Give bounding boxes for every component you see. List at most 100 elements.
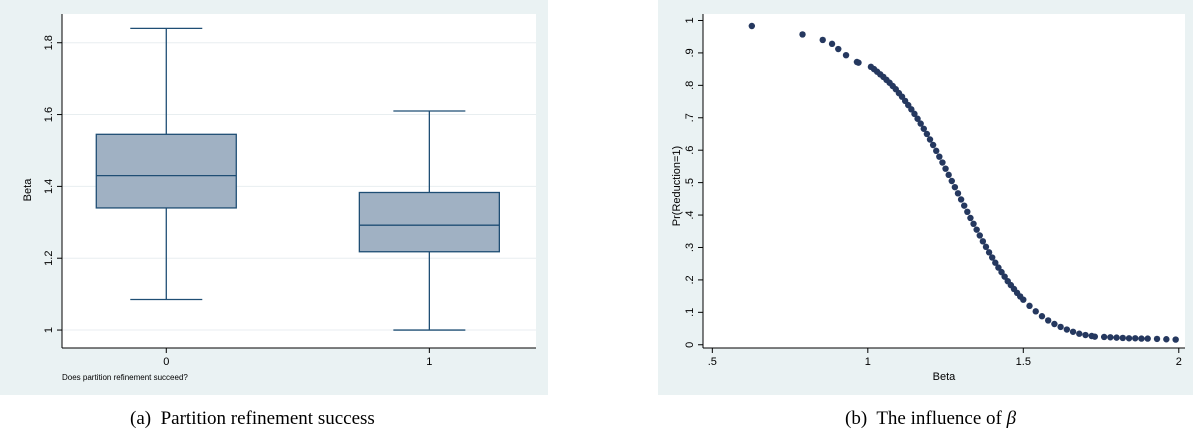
- chart-b-point: [855, 59, 862, 66]
- caption-b-text: The influence of: [876, 408, 1002, 429]
- chart-b-point: [1020, 296, 1027, 303]
- chart-a-y-tick-label: 1.8: [43, 35, 55, 50]
- chart-b-point: [1172, 336, 1179, 343]
- caption-a-text: Partition refinement success: [160, 408, 375, 429]
- chart-b-point: [914, 115, 921, 122]
- chart-b-point: [835, 45, 842, 53]
- chart-a-y-tick-label: 1.2: [43, 251, 55, 266]
- chart-a-y-axis-label: Beta: [22, 178, 34, 202]
- chart-b-y-tick-label: 1: [684, 17, 696, 23]
- chart-b-point: [973, 226, 980, 233]
- chart-b-point: [957, 196, 965, 203]
- chart-b-y-tick-label: .8: [684, 81, 696, 90]
- chart-b-point: [917, 120, 924, 127]
- chart-a-boxes: [95, 27, 501, 331]
- chart-b-point: [1091, 333, 1099, 340]
- caption-a-label: (a): [130, 408, 152, 429]
- chart-b-point: [1107, 334, 1114, 341]
- chart-b-point: [828, 40, 836, 48]
- chart-b-point: [920, 125, 927, 132]
- chart-b-y-tick-label: .7: [684, 113, 696, 122]
- chart-b-x-tick-label: .5: [708, 356, 717, 368]
- chart-b-point: [748, 22, 756, 30]
- chart-a-x-tick-label: 0: [163, 356, 169, 368]
- chart-b-point: [819, 36, 826, 44]
- caption-b-label: (b): [845, 408, 868, 429]
- chart-b-x-tick-labels: .5 1 1.5 2: [708, 356, 1182, 368]
- chart-b-y-tick-label: .1: [684, 308, 696, 317]
- chart-b-points: [748, 22, 1179, 343]
- chart-b-point: [1069, 328, 1077, 335]
- chart-b-point: [961, 202, 968, 209]
- chart-b-point: [1153, 335, 1161, 343]
- chart-b-point: [967, 214, 974, 222]
- chart-b-point: [1063, 326, 1071, 333]
- chart-b-point: [1100, 333, 1108, 341]
- chart-b-x-tick-label: 1: [865, 356, 871, 368]
- chart-b-y-tick-label: 0: [684, 342, 696, 348]
- chart-b-point: [992, 259, 999, 266]
- chart-b-point: [985, 249, 993, 256]
- chart-b-point: [945, 171, 952, 179]
- chart-b-x-tick-label: 2: [1176, 356, 1182, 368]
- chart-a-x-tick-label: 1: [426, 356, 432, 368]
- chart-b-point: [1163, 336, 1170, 343]
- chart-b-y-tick-label: .4: [684, 210, 696, 219]
- chart-b-point: [1125, 335, 1133, 342]
- chart-b-point: [976, 232, 983, 239]
- chart-b-point: [1038, 313, 1046, 320]
- chart-b-point: [995, 264, 1002, 271]
- chart-b-point: [1026, 302, 1033, 310]
- caption-b: (b) The influence of β: [845, 408, 1016, 430]
- chart-b-y-tick-label: .3: [684, 243, 696, 252]
- chart-b-point: [929, 141, 937, 149]
- chart-b-point: [1057, 323, 1064, 331]
- chart-b-point: [1082, 331, 1089, 339]
- chart-b-point: [908, 106, 915, 113]
- chart-b-point: [951, 183, 959, 191]
- chart-a-axes: [57, 14, 536, 353]
- chart-b-point: [1032, 308, 1039, 315]
- chart-b-point: [1138, 335, 1145, 342]
- chart-a-gridlines: [62, 42, 536, 331]
- chart-b-point: [954, 190, 962, 197]
- chart-a-y-tick-label: 1: [43, 327, 55, 333]
- chart-b-x-tick-label: 1.5: [1016, 356, 1031, 368]
- chart-b-point: [1051, 320, 1058, 328]
- chart-b-point: [799, 31, 806, 38]
- chart-b-point: [939, 159, 946, 166]
- chart-b-point: [1044, 317, 1052, 324]
- chart-b-y-tick-label: .5: [684, 178, 696, 187]
- chart-b-point: [942, 165, 949, 172]
- caption-a: (a) Partition refinement success: [130, 408, 375, 430]
- chart-b-point: [979, 238, 987, 245]
- chart-a-y-tick-label: 1.4: [43, 179, 55, 194]
- chart-b-point: [970, 220, 977, 228]
- chart-b-point: [982, 243, 990, 251]
- chart-b-point: [1076, 330, 1083, 337]
- chart-a-y-tick-labels: 1 1.2 1.4 1.6 1.8: [43, 35, 55, 333]
- chart-b-y-axis-label: Pr(Reduction=1): [671, 146, 683, 226]
- chart-b-point: [948, 177, 955, 185]
- chart-b-point: [1119, 334, 1127, 342]
- chart-b-point: [1113, 334, 1120, 341]
- chart-b-point: [964, 208, 971, 216]
- chart-b-axes: [698, 14, 1185, 353]
- caption-b-beta-symbol: β: [1006, 408, 1017, 429]
- chart-b-point: [911, 110, 918, 118]
- chart-b-point: [936, 153, 943, 160]
- chart-b-point: [933, 147, 940, 155]
- chart-b-y-tick-label: .6: [684, 146, 696, 155]
- chart-b-point: [1132, 335, 1139, 342]
- chart-b-y-tick-labels: 0 .1 .2 .3 .4 .5 .6 .7 .8 .9 1: [684, 17, 696, 347]
- chart-a-box: [358, 191, 501, 253]
- chart-a-box: [95, 133, 237, 209]
- chart-b-point: [926, 136, 934, 143]
- chart-b-point: [1144, 335, 1151, 342]
- chart-b-y-tick-label: .2: [684, 275, 696, 284]
- chart-b-point: [923, 130, 931, 138]
- chart-a-y-tick-label: 1.6: [43, 107, 55, 122]
- chart-b-x-axis-label: Beta: [933, 371, 957, 383]
